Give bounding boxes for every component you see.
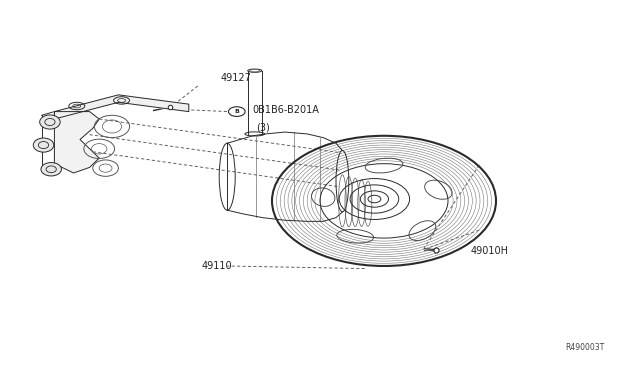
Text: 49010H: 49010H bbox=[470, 246, 508, 256]
Ellipse shape bbox=[41, 163, 61, 176]
Text: (3): (3) bbox=[256, 123, 269, 132]
Text: R490003T: R490003T bbox=[566, 343, 605, 352]
Text: 49110: 49110 bbox=[202, 261, 232, 271]
Ellipse shape bbox=[40, 115, 60, 129]
Text: 0B1B6-B201A: 0B1B6-B201A bbox=[253, 105, 319, 115]
Ellipse shape bbox=[33, 138, 54, 152]
Text: 49127: 49127 bbox=[221, 73, 252, 83]
Polygon shape bbox=[54, 112, 99, 173]
Text: B: B bbox=[234, 109, 239, 114]
Polygon shape bbox=[54, 95, 189, 119]
